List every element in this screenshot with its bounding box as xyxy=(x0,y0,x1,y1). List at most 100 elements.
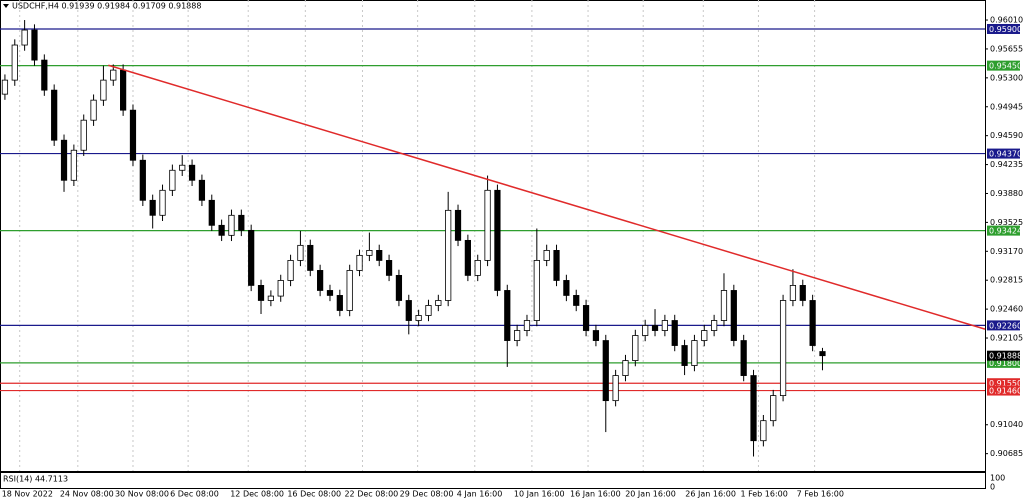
candle-body xyxy=(80,119,87,151)
candle-body xyxy=(632,335,639,361)
x-tick-label: 1 Feb 16:00 xyxy=(740,490,787,499)
x-tick-label: 30 Nov 08:00 xyxy=(115,490,169,499)
menu-icon[interactable] xyxy=(3,4,9,8)
price-tag-label: 0.92260 xyxy=(989,321,1022,330)
candle-body xyxy=(514,330,521,341)
candle-body xyxy=(198,179,206,201)
candle-body xyxy=(90,99,97,121)
candle-body xyxy=(326,290,334,296)
candle-body xyxy=(789,285,797,301)
candle-body xyxy=(366,250,373,256)
indicator-border xyxy=(0,472,986,489)
price-tag-label: 0.95450 xyxy=(989,62,1022,71)
candle-body xyxy=(464,239,471,276)
candle-body xyxy=(336,295,343,311)
candle-body xyxy=(120,69,127,111)
y-tick-label: 0.93525 xyxy=(990,218,1023,227)
price-tag-label: 0.95900 xyxy=(989,25,1022,34)
candle-body xyxy=(711,320,718,331)
price-tag-label: 0.93424 xyxy=(989,227,1022,236)
candle-body xyxy=(60,139,68,181)
candle-body xyxy=(681,345,688,366)
candle-body xyxy=(41,59,48,91)
candle-body xyxy=(257,285,265,301)
candle-body xyxy=(248,229,255,286)
candle-body xyxy=(435,300,442,306)
x-tick-label: 16 Jan 16:00 xyxy=(570,490,621,499)
candle-body xyxy=(730,290,737,341)
candle-body xyxy=(504,290,511,341)
indicator-tick: 0 xyxy=(990,483,995,492)
price-tag xyxy=(987,385,1020,396)
x-tick-label: 24 Nov 08:00 xyxy=(60,490,114,499)
price-tag-label: 0.91800 xyxy=(989,359,1022,368)
indicator-label: RSI(14) 44.7113 xyxy=(3,475,68,484)
candle-body xyxy=(31,29,38,61)
candle-body xyxy=(760,420,767,442)
price-tag xyxy=(987,378,1020,389)
candle-body xyxy=(573,295,580,306)
y-tick-label: 0.91040 xyxy=(990,420,1023,429)
price-tag xyxy=(987,357,1020,368)
price-tag-label: 0.91460 xyxy=(989,387,1022,396)
candle-body xyxy=(267,295,274,301)
x-tick-label: 6 Dec 08:00 xyxy=(170,490,219,499)
plot-border xyxy=(0,0,986,472)
x-tick-label: 12 Dec 08:00 xyxy=(230,490,284,499)
candle-body xyxy=(356,254,363,271)
y-tick-label: 0.92105 xyxy=(990,334,1023,343)
candle-body xyxy=(592,330,600,341)
price-tag xyxy=(987,320,1020,331)
x-tick-label: 22 Dec 08:00 xyxy=(344,490,398,499)
x-tick-label: 10 Jan 16:00 xyxy=(514,490,565,499)
candle-body xyxy=(671,320,678,346)
candle-body xyxy=(395,275,403,301)
candle-body xyxy=(701,330,708,341)
candle-body xyxy=(799,285,806,301)
indicator-tick: 100 xyxy=(990,474,1005,483)
candle-body xyxy=(770,395,777,422)
candle-body xyxy=(297,244,304,261)
y-tick-label: 0.94945 xyxy=(990,102,1023,111)
candle-body xyxy=(612,375,619,402)
candle-body xyxy=(159,189,166,216)
candle-body xyxy=(21,29,28,46)
candle-body xyxy=(425,305,432,316)
y-tick-label: 0.95655 xyxy=(990,44,1023,53)
price-tag xyxy=(987,225,1020,236)
candle-body xyxy=(494,189,501,291)
candle-body xyxy=(287,260,294,281)
candle-body xyxy=(740,340,747,376)
price-tag-label: 0.94370 xyxy=(989,150,1022,159)
candle-body xyxy=(602,340,609,402)
candle-body xyxy=(277,280,284,297)
x-tick-label: 7 Feb 16:00 xyxy=(797,490,844,499)
candle-body xyxy=(376,250,383,261)
candle-body xyxy=(651,325,659,331)
y-tick-label: 0.92460 xyxy=(990,305,1023,314)
candle-body xyxy=(484,189,491,261)
chart-title: USDCHF,H4 0.91939 0.91984 0.91709 0.9188… xyxy=(12,2,201,11)
x-tick-label: 26 Jan 16:00 xyxy=(685,490,736,499)
candle-body xyxy=(563,280,570,296)
candle-body xyxy=(720,290,728,321)
y-tick-label: 0.93880 xyxy=(990,189,1023,198)
candle-body xyxy=(642,325,649,336)
candle-body xyxy=(543,250,550,261)
price-tag xyxy=(987,148,1020,159)
candle-body xyxy=(188,164,196,181)
candle-body xyxy=(149,199,156,216)
candle-body xyxy=(228,214,235,236)
candle-body xyxy=(129,109,137,161)
y-tick-label: 0.93170 xyxy=(990,247,1023,256)
candle-body xyxy=(415,315,422,321)
x-tick-label: 16 Dec 08:00 xyxy=(287,490,341,499)
price-tag xyxy=(987,23,1020,34)
x-tick-label: 18 Nov 2022 xyxy=(2,490,53,499)
candle-body xyxy=(445,209,452,301)
candle-body xyxy=(218,224,225,236)
candle-body xyxy=(691,340,698,366)
candle-body xyxy=(307,244,314,271)
candle-body xyxy=(405,300,412,321)
